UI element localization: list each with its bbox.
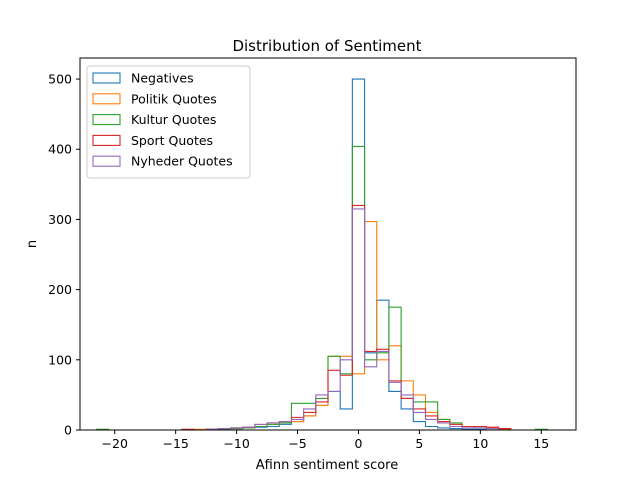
x-tick-label: 5 [415,436,423,451]
y-tick-label: 200 [48,282,72,297]
chart-title: Distribution of Sentiment [232,37,421,55]
legend: Negatives Politik Quotes Kultur Quotes Spor… [86,65,251,179]
x-tick-label: −20 [102,436,128,451]
legend-label-negatives: Negatives [131,71,194,86]
legend-swatch-kultur-quotes [92,114,121,126]
y-tick-label: 400 [48,142,72,157]
legend-label-kultur-quotes: Kultur Quotes [131,112,216,127]
x-axis-label: Afinn sentiment score [256,458,398,473]
legend-label-nyheder-quotes: Nyheder Quotes [131,154,233,169]
y-tick-label: 500 [48,72,72,87]
plot-frame [79,57,577,431]
series-nyheder-quotes-step [205,208,500,430]
legend-swatch-sport-quotes [92,134,121,146]
legend-swatch-politik-quotes [92,93,121,105]
y-axis-label: n [25,240,40,248]
y-tick-label: 100 [48,352,72,367]
legend-label-sport-quotes: Sport Quotes [131,133,213,148]
legend-box [86,65,251,179]
legend-swatch-nyheder-quotes [92,155,121,167]
x-tick-label: 15 [533,436,549,451]
x-tick-label: −15 [162,436,188,451]
x-tick-label: −10 [223,436,249,451]
x-tick-label: −5 [288,436,306,451]
x-tick-label: 10 [472,436,488,451]
axes-layer: −20 −15 −10 −5 0 5 10 15 0 100 200 300 400 500 [48,57,577,451]
y-tick-label: 0 [64,423,72,438]
y-tick-label: 300 [48,212,72,227]
x-tick-label: 0 [354,436,362,451]
legend-swatch-negatives [92,72,121,84]
legend-label-politik-quotes: Politik Quotes [131,91,217,106]
